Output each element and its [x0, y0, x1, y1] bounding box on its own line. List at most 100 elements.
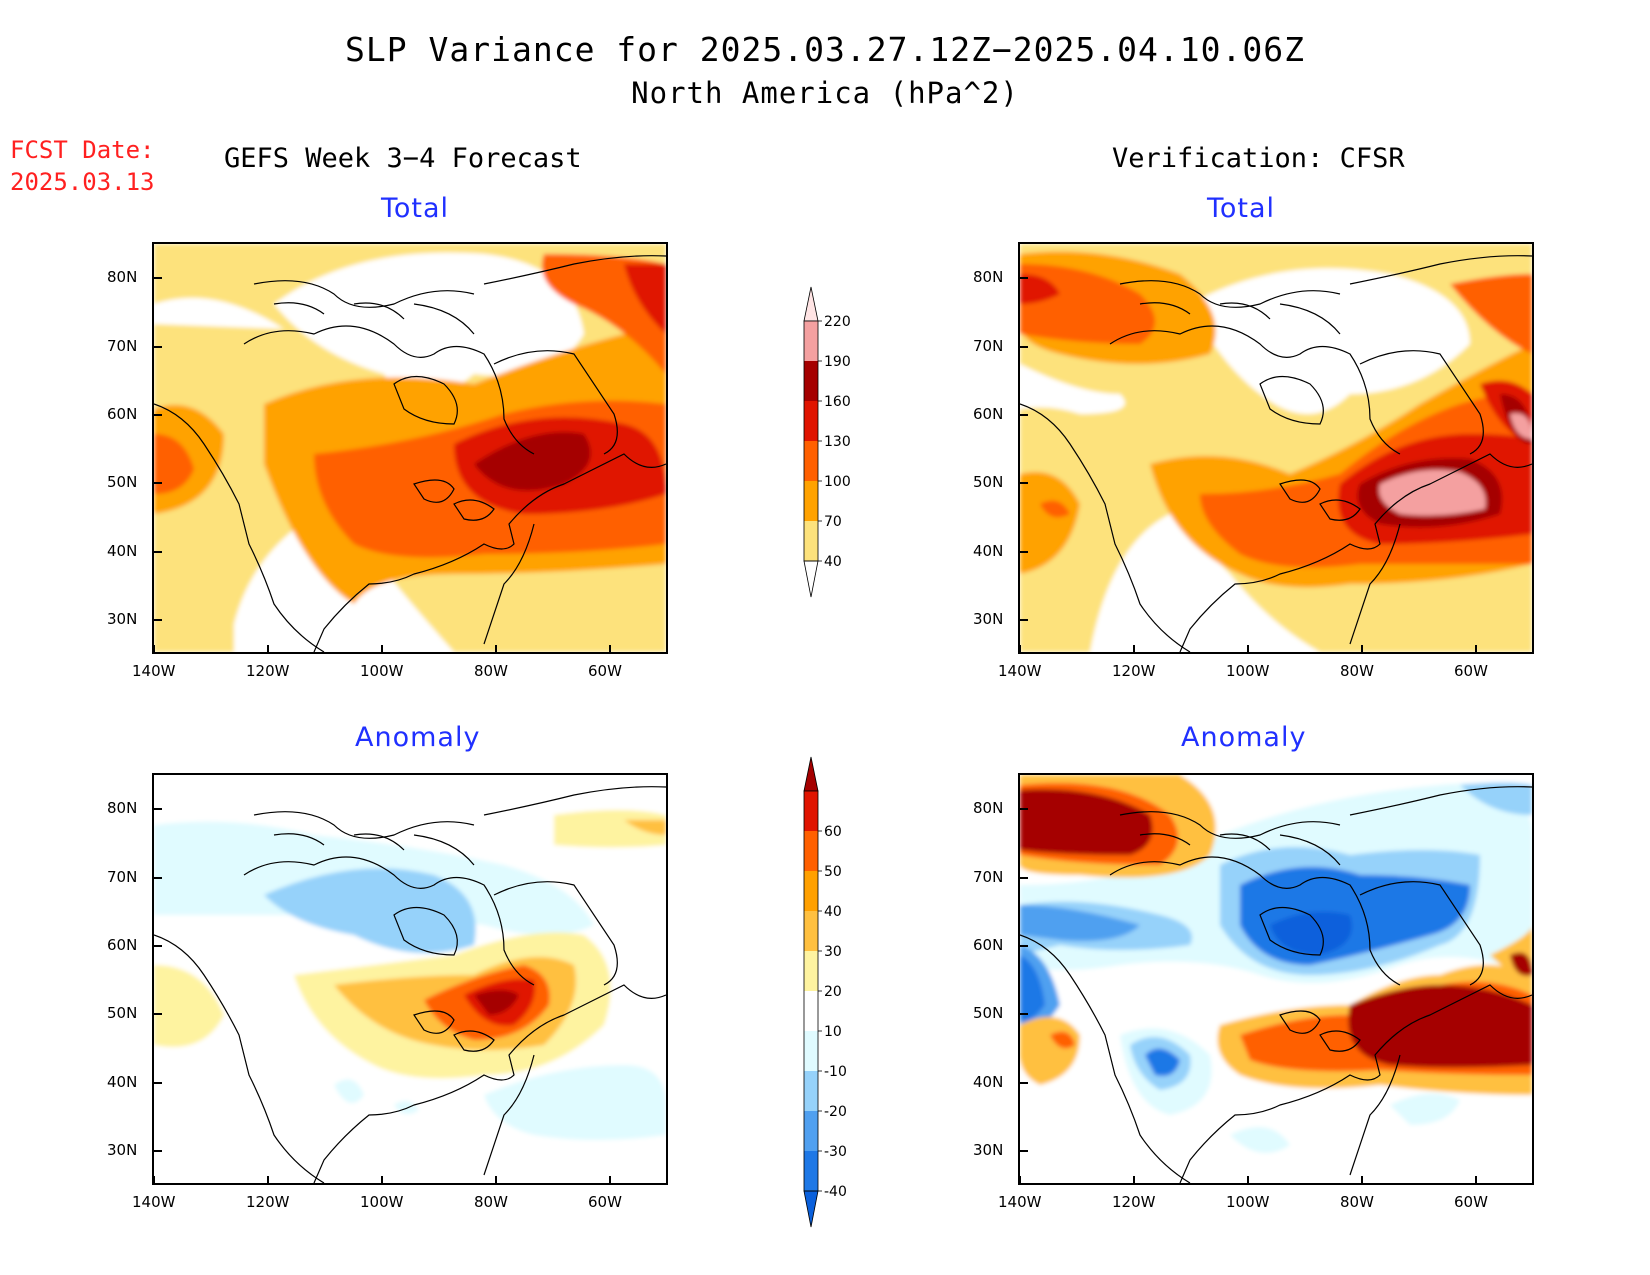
total-colorbar-level-label: 160: [824, 394, 851, 410]
verification-title: Verification: CFSR: [1112, 143, 1405, 174]
total-colorbar-swatch: [804, 361, 818, 401]
lon-tick-label: 140W: [132, 1193, 176, 1211]
anomaly-colorbar-level-label: 20: [824, 984, 842, 1000]
anomaly-colorbar-level-label: -10: [824, 1064, 847, 1080]
verification-total-label: Total: [1207, 193, 1276, 224]
total-colorbar-swatch: [804, 401, 818, 441]
coastlines: [154, 786, 666, 1183]
lat-tick: [154, 482, 162, 484]
lat-tick-label: 60N: [973, 936, 1004, 954]
lat-tick: [154, 945, 162, 947]
lon-tick-label: 80W: [1340, 1193, 1374, 1211]
anomaly-colorbar-swatch: [804, 951, 818, 991]
lat-tick: [154, 1150, 162, 1152]
lon-tick-label: 80W: [1340, 662, 1374, 680]
lat-tick: [1020, 877, 1028, 879]
lat-tick-label: 40N: [107, 542, 138, 560]
total-colorbar: 40 70 100 130 160 190 220: [803, 286, 851, 598]
page-title: SLP Variance for 2025.03.27.12Z−2025.04.…: [345, 30, 1305, 69]
lat-tick: [154, 808, 162, 810]
lon-tick-label: 100W: [1226, 662, 1270, 680]
lat-tick-label: 80N: [973, 268, 1004, 286]
lon-tick: [381, 645, 383, 652]
lat-tick: [1020, 1013, 1028, 1015]
anomaly-contours: [1020, 775, 1532, 1183]
lon-tick-label: 140W: [132, 662, 176, 680]
forecast-total-label: Total: [381, 193, 450, 224]
forecast-anomaly-label: Anomaly: [355, 722, 481, 753]
total-colorbar-level-label: 40: [824, 554, 842, 570]
lon-tick-label: 100W: [360, 1193, 404, 1211]
anomaly-colorbar-level-label: 30: [824, 944, 842, 960]
lon-tick-label: 60W: [1454, 1193, 1488, 1211]
lat-tick: [1020, 1082, 1028, 1084]
lat-tick: [1020, 482, 1028, 484]
total-colorbar-level-label: 130: [824, 434, 851, 450]
lon-tick: [1475, 645, 1477, 652]
lon-tick-label: 120W: [1112, 1193, 1156, 1211]
lon-tick-label: 120W: [246, 1193, 290, 1211]
lat-tick-label: 30N: [973, 1141, 1004, 1159]
lat-tick-label: 40N: [973, 1073, 1004, 1091]
lat-tick: [1020, 1150, 1028, 1152]
lon-tick: [1247, 645, 1249, 652]
lat-tick-label: 80N: [107, 799, 138, 817]
lon-tick: [1019, 645, 1021, 652]
lat-tick: [1020, 277, 1028, 279]
lon-tick: [1361, 1176, 1363, 1183]
lon-tick-label: 60W: [588, 662, 622, 680]
anomaly-colorbar-max-triangle: [803, 756, 819, 792]
lat-tick: [154, 277, 162, 279]
lon-tick-label: 100W: [1226, 1193, 1270, 1211]
coastlines: [1020, 786, 1532, 1183]
anomaly-colorbar-level-label: -30: [824, 1144, 847, 1160]
total-colorbar-swatch: [804, 521, 818, 561]
anomaly-colorbar-swatch: [804, 911, 818, 951]
lat-tick-label: 70N: [973, 868, 1004, 886]
lon-tick: [1361, 645, 1363, 652]
anomaly-colorbar-min-triangle: [803, 1190, 819, 1228]
lon-tick: [381, 1176, 383, 1183]
anomaly-colorbar: -40 -30 -20 -10 10 20 30 40 50 60: [803, 756, 847, 1228]
lat-tick-label: 50N: [107, 1004, 138, 1022]
lat-tick: [1020, 945, 1028, 947]
lat-tick-label: 40N: [107, 1073, 138, 1091]
lon-tick-label: 80W: [474, 662, 508, 680]
lat-tick: [1020, 619, 1028, 621]
lon-tick: [609, 1176, 611, 1183]
lat-tick: [154, 877, 162, 879]
lat-tick: [154, 551, 162, 553]
total-colorbar-level-label: 100: [824, 474, 851, 490]
lon-tick: [267, 645, 269, 652]
lon-tick-label: 120W: [1112, 662, 1156, 680]
anomaly-colorbar-swatch: [804, 1031, 818, 1071]
fcst-date-label: FCST Date:: [10, 136, 155, 164]
lon-tick: [153, 645, 155, 652]
lat-tick-label: 80N: [107, 268, 138, 286]
anomaly-colorbar-level-label: 50: [824, 864, 842, 880]
variance-contours: [1020, 244, 1532, 652]
lon-tick-label: 100W: [360, 662, 404, 680]
lat-tick: [1020, 346, 1028, 348]
total-colorbar-swatch: [804, 481, 818, 521]
coastlines: [1020, 255, 1532, 652]
verification-anomaly-map: [1018, 773, 1534, 1185]
total-colorbar-level-label: 70: [824, 514, 842, 530]
total-colorbar-swatch: [804, 441, 818, 481]
lon-tick: [1247, 1176, 1249, 1183]
total-colorbar-swatch: [804, 321, 818, 361]
total-colorbar-min-triangle: [803, 560, 819, 598]
lat-tick: [1020, 808, 1028, 810]
lon-tick: [1133, 1176, 1135, 1183]
page-subtitle: North America (hPa^2): [631, 76, 1019, 110]
anomaly-colorbar-swatch: [804, 1151, 818, 1191]
lon-tick: [495, 645, 497, 652]
lon-tick: [1133, 645, 1135, 652]
anomaly-colorbar-swatch: [804, 991, 818, 1031]
verification-total-map: [1018, 242, 1534, 654]
lon-tick-label: 120W: [246, 662, 290, 680]
lat-tick-label: 70N: [107, 337, 138, 355]
lon-tick-label: 80W: [474, 1193, 508, 1211]
lon-tick: [267, 1176, 269, 1183]
anomaly-colorbar-swatch: [804, 1111, 818, 1151]
